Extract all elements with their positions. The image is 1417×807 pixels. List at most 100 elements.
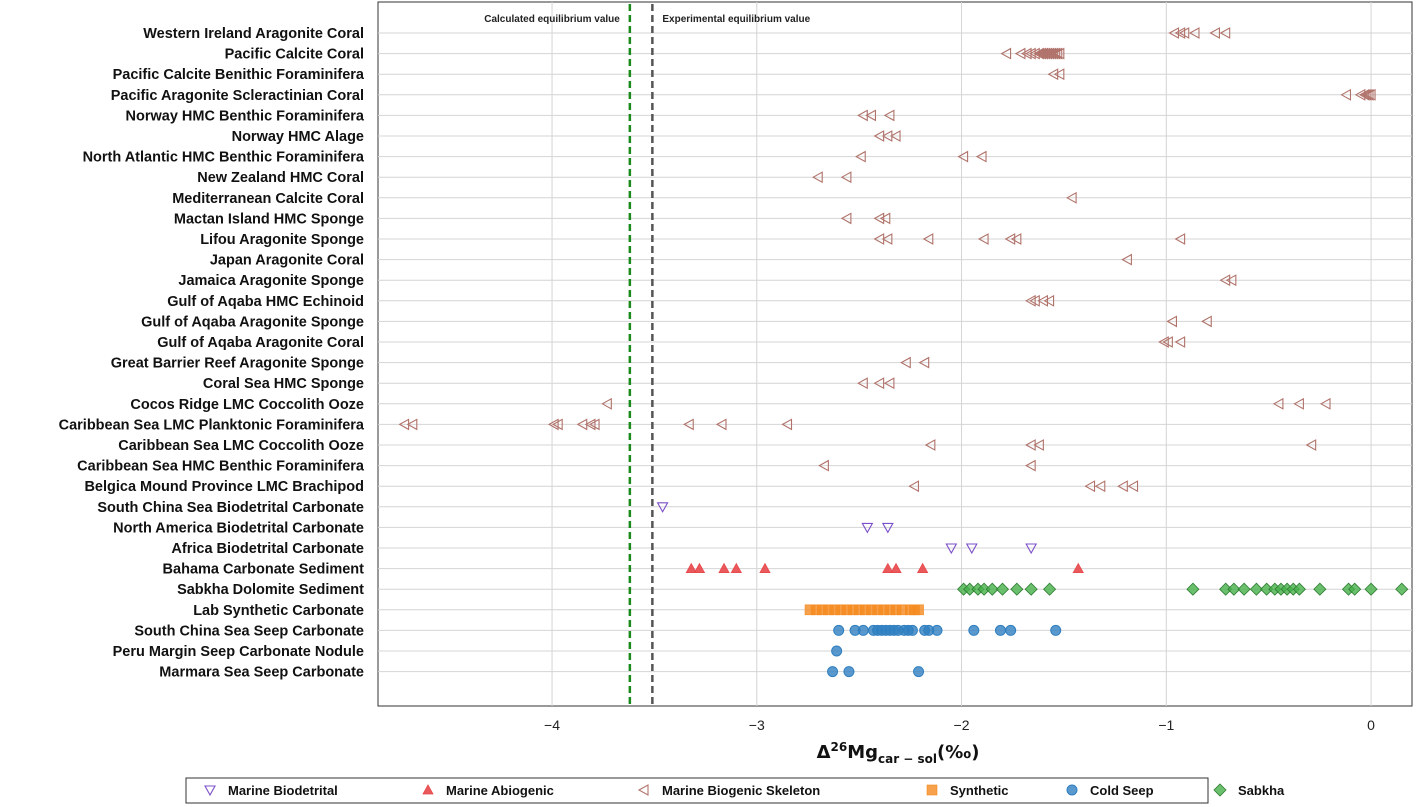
point-marine-biogenic-skeleton-western-ireland-aragonite-coral-4 bbox=[1209, 27, 1220, 39]
point-cold-seep-south-china-sea-seep-carbonate-17 bbox=[994, 624, 1006, 636]
point-marine-biodetrital-africa-biodetrital-carbonate-0 bbox=[945, 543, 958, 555]
legend-label-sabkha: Sabkha bbox=[1238, 783, 1285, 798]
point-marine-biogenic-skeleton-pacific-aragonite-scleractinian-coral-0 bbox=[1340, 88, 1352, 101]
point-sabkha-sabkha-dolomite-sediment-4 bbox=[985, 582, 999, 596]
point-marine-abiogenic-bahama-carbonate-sediment-8 bbox=[1072, 562, 1084, 573]
point-marine-biogenic-skeleton-gulf-of-aqaba-aragonite-sponge-1 bbox=[1201, 315, 1212, 328]
point-cold-seep-south-china-sea-seep-carbonate-19 bbox=[1050, 624, 1062, 636]
point-marine-biogenic-skeleton-pacific-calcite-benithic-foraminifera-1 bbox=[1053, 68, 1065, 81]
x-tick-labels: −4 −3 −2 −1 0 bbox=[544, 717, 1375, 733]
point-cold-seep-south-china-sea-seep-carbonate-15 bbox=[931, 624, 943, 636]
point-synthetic-lab-synthetic-carbonate-18 bbox=[913, 604, 924, 616]
point-marine-biodetrital-africa-biodetrital-carbonate-1 bbox=[965, 543, 978, 555]
data-points bbox=[398, 27, 1409, 678]
point-marine-biogenic-skeleton-belgica-mound-province-lmc-brachipod-2 bbox=[1094, 480, 1106, 493]
point-cold-seep-south-china-sea-seep-carbonate-0 bbox=[833, 624, 845, 636]
point-cold-seep-south-china-sea-seep-carbonate-2 bbox=[857, 624, 869, 636]
legend-item-synthetic: Synthetic bbox=[926, 783, 1009, 798]
point-marine-biogenic-skeleton-caribbean-sea-hmc-benthic-foraminifera-0 bbox=[818, 459, 829, 472]
x-axis-label-sub: car − sol bbox=[878, 752, 937, 766]
category-label-mactan-island-hmc-sponge: Mactan Island HMC Sponge bbox=[174, 211, 364, 227]
legend-marker-marine-biodetrital bbox=[204, 785, 216, 797]
point-marine-biogenic-skeleton-mactan-island-hmc-sponge-0 bbox=[840, 212, 852, 225]
legend-item-sabkha: Sabkha bbox=[1213, 783, 1285, 798]
point-marine-biogenic-skeleton-cocos-ridge-lmc-coccolith-ooze-1 bbox=[1272, 397, 1284, 410]
point-sabkha-sabkha-dolomite-sediment-11 bbox=[1227, 582, 1241, 596]
grid-lines bbox=[378, 2, 1412, 706]
point-sabkha-sabkha-dolomite-sediment-9 bbox=[1186, 582, 1200, 596]
point-marine-biogenic-skeleton-belgica-mound-province-lmc-brachipod-0 bbox=[908, 480, 920, 493]
point-sabkha-sabkha-dolomite-sediment-19 bbox=[1292, 582, 1306, 596]
category-label-new-zealand-hmc-coral: New Zealand HMC Coral bbox=[197, 170, 364, 186]
point-marine-biogenic-skeleton-caribbean-sea-lmc-coccolith-ooze-2 bbox=[1033, 439, 1044, 451]
point-marine-biogenic-skeleton-western-ireland-aragonite-coral-2 bbox=[1178, 27, 1190, 39]
category-label-norway-hmc-alage: Norway HMC Alage bbox=[232, 129, 364, 145]
point-marine-biogenic-skeleton-pacific-aragonite-scleractinian-coral-4 bbox=[1362, 88, 1374, 101]
category-label-pacific-calcite-benithic-foraminifera: Pacific Calcite Benithic Foraminifera bbox=[113, 67, 365, 83]
series-marine-biodetrital bbox=[656, 502, 1038, 555]
point-marine-biogenic-skeleton-jamaica-aragonite-sponge-0 bbox=[1219, 274, 1231, 287]
category-label-cocos-ridge-lmc-coccolith-ooze: Cocos Ridge LMC Coccolith Ooze bbox=[130, 397, 364, 413]
legend-item-marine-abiogenic: Marine Abiogenic bbox=[422, 783, 554, 798]
category-labels: Western Ireland Aragonite Coral Pacific C… bbox=[59, 26, 365, 681]
point-cold-seep-marmara-sea-seep-carbonate-2 bbox=[913, 666, 925, 678]
point-marine-biogenic-skeleton-caribbean-sea-lmc-planktonic-foraminifera-7 bbox=[683, 418, 694, 431]
point-marine-biogenic-skeleton-norway-hmc-benthic-foraminifera-2 bbox=[883, 109, 895, 122]
point-marine-biogenic-skeleton-pacific-calcite-coral-14 bbox=[1051, 47, 1063, 60]
point-marine-biogenic-skeleton-caribbean-sea-lmc-coccolith-ooze-3 bbox=[1305, 439, 1317, 451]
point-marine-biogenic-skeleton-lifou-aragonite-sponge-3 bbox=[977, 233, 989, 245]
point-marine-biogenic-skeleton-norway-hmc-alage-2 bbox=[889, 130, 901, 142]
category-label-south-china-sea-seep-carbonate: South China Sea Seep Carbonate bbox=[134, 623, 364, 639]
point-sabkha-sabkha-dolomite-sediment-23 bbox=[1364, 582, 1378, 596]
point-marine-biogenic-skeleton-lifou-aragonite-sponge-1 bbox=[881, 233, 893, 245]
legend-item-marine-biogenic-skeleton: Marine Biogenic Skeleton bbox=[637, 783, 820, 798]
point-marine-biogenic-skeleton-gulf-of-aqaba-hmc-echinoid-0 bbox=[1025, 294, 1036, 307]
reference-label-calculated-equilibrium-value: Calculated equilibrium value bbox=[484, 14, 620, 25]
point-sabkha-sabkha-dolomite-sediment-8 bbox=[1043, 582, 1057, 596]
point-marine-biogenic-skeleton-norway-hmc-benthic-foraminifera-1 bbox=[865, 109, 877, 122]
point-marine-biogenic-skeleton-coral-sea-hmc-sponge-1 bbox=[873, 377, 885, 390]
category-label-peru-margin-seep-carbonate-nodule: Peru Margin Seep Carbonate Nodule bbox=[113, 644, 364, 660]
point-marine-abiogenic-bahama-carbonate-sediment-0 bbox=[685, 562, 697, 573]
point-marine-biogenic-skeleton-cocos-ridge-lmc-coccolith-ooze-0 bbox=[601, 397, 612, 410]
legend-item-cold-seep: Cold Seep bbox=[1066, 783, 1154, 798]
point-sabkha-sabkha-dolomite-sediment-5 bbox=[995, 582, 1010, 596]
category-label-north-atlantic-hmc-benthic-foraminifera: North Atlantic HMC Benthic Foraminifera bbox=[83, 150, 365, 166]
legend-item-marine-biodetrital: Marine Biodetrital bbox=[204, 783, 338, 798]
category-label-jamaica-aragonite-sponge: Jamaica Aragonite Sponge bbox=[178, 273, 364, 289]
point-marine-biogenic-skeleton-western-ireland-aragonite-coral-1 bbox=[1174, 27, 1186, 39]
series-cold-seep bbox=[827, 624, 1062, 678]
category-label-great-barrier-reef-aragonite-sponge: Great Barrier Reef Aragonite Sponge bbox=[111, 356, 364, 372]
category-label-caribbean-sea-lmc-planktonic-foraminifera: Caribbean Sea LMC Planktonic Foraminifer… bbox=[59, 417, 365, 433]
point-cold-seep-south-china-sea-seep-carbonate-18 bbox=[1005, 624, 1017, 636]
point-marine-biogenic-skeleton-lifou-aragonite-sponge-4 bbox=[1004, 233, 1016, 245]
point-marine-biogenic-skeleton-coral-sea-hmc-sponge-0 bbox=[857, 377, 868, 390]
category-label-lifou-aragonite-sponge: Lifou Aragonite Sponge bbox=[200, 232, 364, 248]
point-marine-biogenic-skeleton-mactan-island-hmc-sponge-2 bbox=[879, 212, 891, 225]
point-marine-abiogenic-bahama-carbonate-sediment-7 bbox=[916, 562, 929, 573]
legend-marker-synthetic bbox=[926, 784, 938, 796]
point-marine-biogenic-skeleton-caribbean-sea-lmc-planktonic-foraminifera-1 bbox=[406, 418, 418, 431]
point-marine-biogenic-skeleton-western-ireland-aragonite-coral-0 bbox=[1168, 27, 1180, 39]
point-marine-biogenic-skeleton-caribbean-sea-lmc-planktonic-foraminifera-2 bbox=[547, 418, 559, 431]
legend-label-cold-seep: Cold Seep bbox=[1090, 783, 1154, 798]
legend: Marine Biodetrital Marine Abiogenic Marine… bbox=[204, 783, 1285, 798]
point-marine-abiogenic-bahama-carbonate-sediment-4 bbox=[759, 562, 771, 573]
point-marine-biogenic-skeleton-gulf-of-aqaba-aragonite-sponge-0 bbox=[1166, 315, 1177, 328]
category-label-south-china-sea-biodetrital-carbonate: South China Sea Biodetrital Carbonate bbox=[97, 500, 364, 516]
category-label-gulf-of-aqaba-aragonite-coral: Gulf of Aqaba Aragonite Coral bbox=[157, 335, 364, 351]
x-axis-label-unit: (‰) bbox=[937, 742, 979, 763]
point-marine-abiogenic-bahama-carbonate-sediment-5 bbox=[882, 562, 894, 573]
category-label-norway-hmc-benthic-foraminifera: Norway HMC Benthic Foraminifera bbox=[126, 108, 365, 124]
point-marine-biogenic-skeleton-caribbean-sea-lmc-planktonic-foraminifera-8 bbox=[715, 418, 727, 431]
category-label-caribbean-sea-hmc-benthic-foraminifera: Caribbean Sea HMC Benthic Foraminifera bbox=[77, 459, 365, 475]
point-marine-biogenic-skeleton-caribbean-sea-lmc-planktonic-foraminifera-3 bbox=[552, 418, 563, 431]
point-marine-biogenic-skeleton-cocos-ridge-lmc-coccolith-ooze-3 bbox=[1319, 397, 1331, 410]
point-marine-biogenic-skeleton-coral-sea-hmc-sponge-2 bbox=[883, 377, 895, 390]
point-marine-abiogenic-bahama-carbonate-sediment-6 bbox=[890, 562, 902, 573]
point-sabkha-sabkha-dolomite-sediment-22 bbox=[1348, 582, 1362, 596]
point-marine-biodetrital-africa-biodetrital-carbonate-2 bbox=[1025, 543, 1038, 555]
point-sabkha-sabkha-dolomite-sediment-20 bbox=[1313, 582, 1327, 596]
point-marine-biogenic-skeleton-cocos-ridge-lmc-coccolith-ooze-2 bbox=[1293, 397, 1304, 410]
